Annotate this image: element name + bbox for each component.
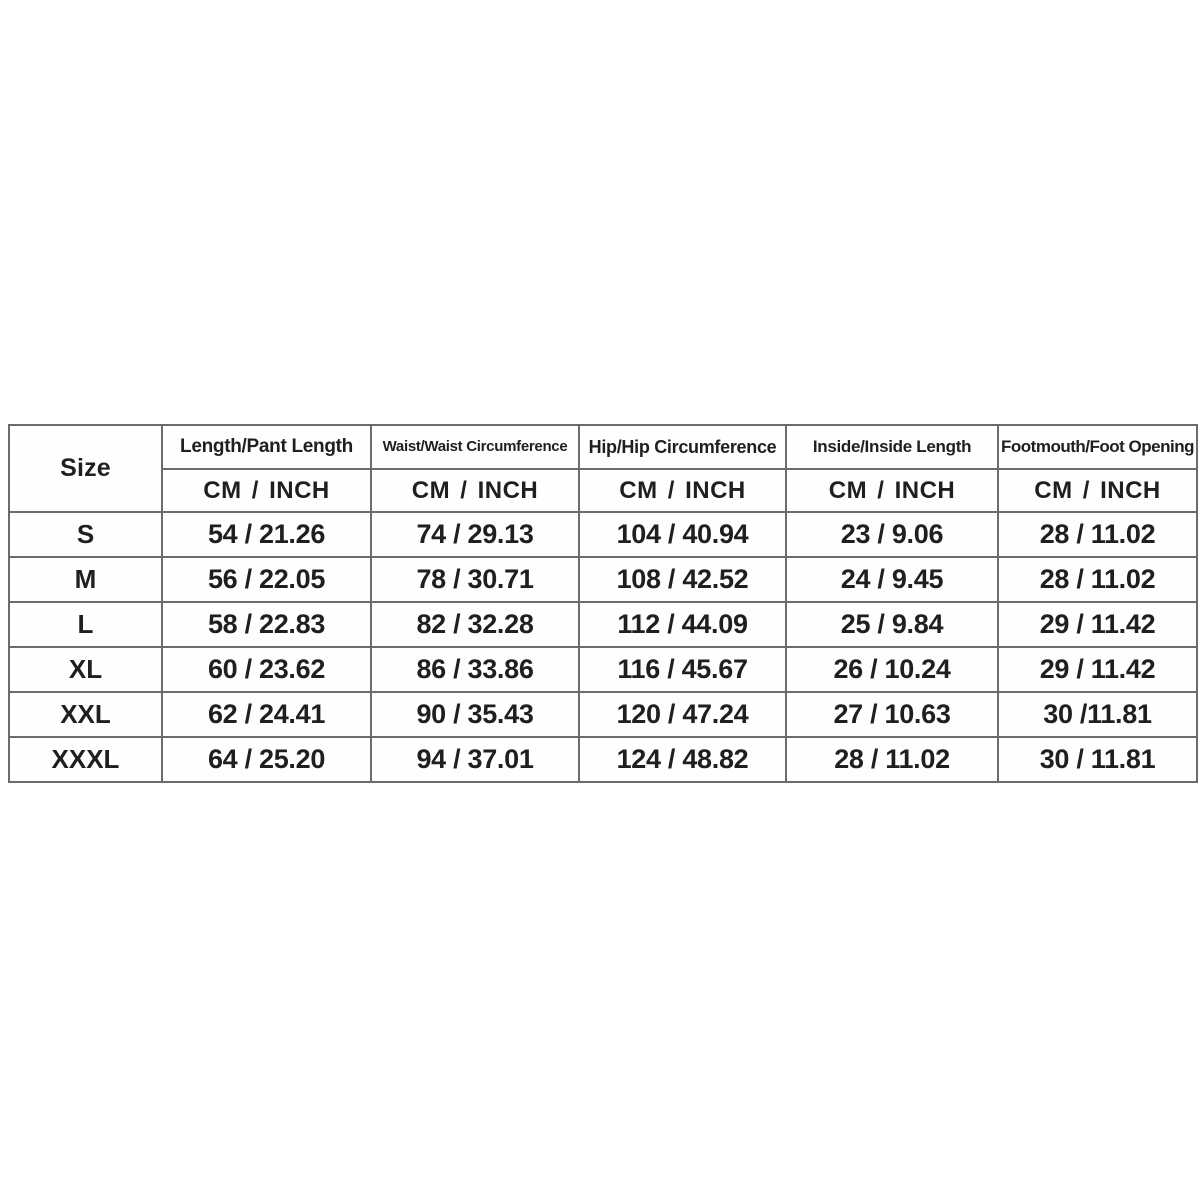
size-cell: XXXL xyxy=(8,736,163,783)
value-cell-inside: 23 / 9.06 xyxy=(785,511,999,558)
value-cell-inside: 28 / 11.02 xyxy=(785,736,999,783)
column-header-inside: Inside/Inside Length xyxy=(785,424,999,470)
table-row-xxl: XXL 62 / 24.41 90 / 35.43 120 / 47.24 27… xyxy=(8,691,1198,738)
value-cell-inside: 24 / 9.45 xyxy=(785,556,999,603)
value-cell-footmouth: 28 / 11.02 xyxy=(997,556,1198,603)
size-chart-table: Size Length/Pant Length Waist/Waist Circ… xyxy=(8,424,1198,783)
size-cell: XXL xyxy=(8,691,163,738)
value-cell-footmouth: 29 / 11.42 xyxy=(997,601,1198,648)
size-cell: XL xyxy=(8,646,163,693)
table-row-xl: XL 60 / 23.62 86 / 33.86 116 / 45.67 26 … xyxy=(8,646,1198,693)
value-cell-length: 64 / 25.20 xyxy=(161,736,372,783)
table-row-xxxl: XXXL 64 / 25.20 94 / 37.01 124 / 48.82 2… xyxy=(8,736,1198,783)
column-header-size: Size xyxy=(8,424,163,513)
value-cell-footmouth: 30 / 11.81 xyxy=(997,736,1198,783)
value-cell-waist: 82 / 32.28 xyxy=(370,601,580,648)
value-cell-waist: 90 / 35.43 xyxy=(370,691,580,738)
header-unit-row: CM / INCH CM / INCH CM / INCH CM / INCH … xyxy=(9,468,1198,513)
column-header-waist: Waist/Waist Circumference xyxy=(370,424,580,470)
value-cell-waist: 74 / 29.13 xyxy=(370,511,580,558)
value-cell-inside: 26 / 10.24 xyxy=(785,646,999,693)
value-cell-length: 54 / 21.26 xyxy=(161,511,372,558)
value-cell-hip: 124 / 48.82 xyxy=(578,736,787,783)
value-cell-waist: 86 / 33.86 xyxy=(370,646,580,693)
value-cell-inside: 25 / 9.84 xyxy=(785,601,999,648)
unit-cell-waist: CM / INCH xyxy=(370,468,580,513)
value-cell-footmouth: 28 / 11.02 xyxy=(997,511,1198,558)
table-row-l: L 58 / 22.83 82 / 32.28 112 / 44.09 25 /… xyxy=(8,601,1198,648)
value-cell-waist: 78 / 30.71 xyxy=(370,556,580,603)
size-cell: M xyxy=(8,556,163,603)
value-cell-hip: 116 / 45.67 xyxy=(578,646,787,693)
value-cell-hip: 104 / 40.94 xyxy=(578,511,787,558)
value-cell-length: 56 / 22.05 xyxy=(161,556,372,603)
value-cell-length: 62 / 24.41 xyxy=(161,691,372,738)
value-cell-hip: 112 / 44.09 xyxy=(578,601,787,648)
column-header-footmouth: Footmouth/Foot Opening xyxy=(997,424,1198,470)
table-row-s: S 54 / 21.26 74 / 29.13 104 / 40.94 23 /… xyxy=(8,511,1198,558)
value-cell-footmouth: 30 /11.81 xyxy=(997,691,1198,738)
unit-cell-inside: CM / INCH xyxy=(785,468,999,513)
unit-cell-length: CM / INCH xyxy=(161,468,372,513)
value-cell-footmouth: 29 / 11.42 xyxy=(997,646,1198,693)
value-cell-waist: 94 / 37.01 xyxy=(370,736,580,783)
table-row-m: M 56 / 22.05 78 / 30.71 108 / 42.52 24 /… xyxy=(8,556,1198,603)
value-cell-inside: 27 / 10.63 xyxy=(785,691,999,738)
unit-cell-hip: CM / INCH xyxy=(578,468,787,513)
unit-cell-footmouth: CM / INCH xyxy=(997,468,1198,513)
header-label-row: Size Length/Pant Length Waist/Waist Circ… xyxy=(8,424,1198,513)
size-cell: L xyxy=(8,601,163,648)
size-cell: S xyxy=(8,511,163,558)
value-cell-length: 60 / 23.62 xyxy=(161,646,372,693)
column-header-length: Length/Pant Length xyxy=(161,424,372,470)
value-cell-hip: 108 / 42.52 xyxy=(578,556,787,603)
column-header-hip: Hip/Hip Circumference xyxy=(578,424,787,470)
value-cell-length: 58 / 22.83 xyxy=(161,601,372,648)
value-cell-hip: 120 / 47.24 xyxy=(578,691,787,738)
